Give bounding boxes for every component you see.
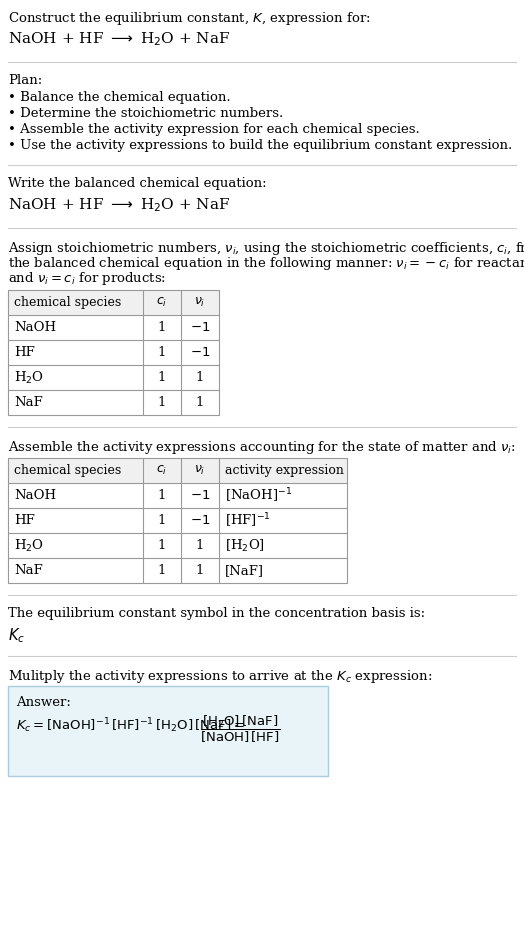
Text: $c_i$: $c_i$ <box>156 296 168 309</box>
Text: • Assemble the activity expression for each chemical species.: • Assemble the activity expression for e… <box>8 123 420 136</box>
Text: [H$_2$O]: [H$_2$O] <box>225 538 265 554</box>
Text: $\dfrac{\mathrm{[H_2O]\,[NaF]}}{\mathrm{[NaOH]\,[HF]}}$: $\dfrac{\mathrm{[H_2O]\,[NaF]}}{\mathrm{… <box>200 714 280 745</box>
Text: HF: HF <box>14 514 35 527</box>
Text: $-1$: $-1$ <box>190 489 210 502</box>
Text: chemical species: chemical species <box>14 296 121 309</box>
Text: 1: 1 <box>196 371 204 384</box>
Text: activity expression: activity expression <box>225 464 344 477</box>
Bar <box>8 458 347 483</box>
Text: $\nu_i$: $\nu_i$ <box>194 464 206 477</box>
Text: $-1$: $-1$ <box>190 514 210 527</box>
Text: Assign stoichiometric numbers, $\nu_i$, using the stoichiometric coefficients, $: Assign stoichiometric numbers, $\nu_i$, … <box>8 240 524 257</box>
Text: Plan:: Plan: <box>8 74 42 87</box>
Text: 1: 1 <box>158 514 166 527</box>
Text: 1: 1 <box>158 371 166 384</box>
Bar <box>8 458 347 583</box>
Text: 1: 1 <box>196 539 204 552</box>
Text: NaOH + HF $\longrightarrow$ H$_2$O + NaF: NaOH + HF $\longrightarrow$ H$_2$O + NaF <box>8 30 230 48</box>
Bar <box>8 290 219 415</box>
Text: 1: 1 <box>158 396 166 409</box>
Text: • Balance the chemical equation.: • Balance the chemical equation. <box>8 91 231 104</box>
Text: Construct the equilibrium constant, $K$, expression for:: Construct the equilibrium constant, $K$,… <box>8 10 370 27</box>
Text: H$_2$O: H$_2$O <box>14 370 44 386</box>
Text: Assemble the activity expressions accounting for the state of matter and $\nu_i$: Assemble the activity expressions accoun… <box>8 439 516 456</box>
Text: 1: 1 <box>158 489 166 502</box>
Text: 1: 1 <box>158 346 166 359</box>
Text: Answer:: Answer: <box>16 696 71 709</box>
Text: HF: HF <box>14 346 35 359</box>
Text: Mulitply the activity expressions to arrive at the $K_c$ expression:: Mulitply the activity expressions to arr… <box>8 668 432 685</box>
Text: 1: 1 <box>158 564 166 577</box>
FancyBboxPatch shape <box>8 686 328 776</box>
Text: NaOH + HF $\longrightarrow$ H$_2$O + NaF: NaOH + HF $\longrightarrow$ H$_2$O + NaF <box>8 196 230 214</box>
Text: 1: 1 <box>158 321 166 334</box>
Text: the balanced chemical equation in the following manner: $\nu_i = -c_i$ for react: the balanced chemical equation in the fo… <box>8 255 524 272</box>
Bar <box>8 290 219 315</box>
Text: $\nu_i$: $\nu_i$ <box>194 296 206 309</box>
Text: $c_i$: $c_i$ <box>156 464 168 477</box>
Text: $K_c$: $K_c$ <box>8 626 25 645</box>
Text: [NaOH]$^{-1}$: [NaOH]$^{-1}$ <box>225 487 292 505</box>
Text: NaF: NaF <box>14 564 43 577</box>
Text: The equilibrium constant symbol in the concentration basis is:: The equilibrium constant symbol in the c… <box>8 607 425 620</box>
Text: $-1$: $-1$ <box>190 346 210 359</box>
Text: $-1$: $-1$ <box>190 321 210 334</box>
Text: and $\nu_i = c_i$ for products:: and $\nu_i = c_i$ for products: <box>8 270 166 287</box>
Text: NaOH: NaOH <box>14 489 56 502</box>
Text: Write the balanced chemical equation:: Write the balanced chemical equation: <box>8 177 267 190</box>
Text: [NaF]: [NaF] <box>225 564 264 577</box>
Text: 1: 1 <box>158 539 166 552</box>
Text: chemical species: chemical species <box>14 464 121 477</box>
Text: NaF: NaF <box>14 396 43 409</box>
Text: 1: 1 <box>196 396 204 409</box>
Text: [HF]$^{-1}$: [HF]$^{-1}$ <box>225 511 271 530</box>
Text: H$_2$O: H$_2$O <box>14 538 44 554</box>
Text: NaOH: NaOH <box>14 321 56 334</box>
Text: 1: 1 <box>196 564 204 577</box>
Text: • Determine the stoichiometric numbers.: • Determine the stoichiometric numbers. <box>8 107 283 120</box>
Text: • Use the activity expressions to build the equilibrium constant expression.: • Use the activity expressions to build … <box>8 139 512 152</box>
Text: $K_c = \mathrm{[NaOH]^{-1}\,[HF]^{-1}\,[H_2O]\,[NaF]} =$: $K_c = \mathrm{[NaOH]^{-1}\,[HF]^{-1}\,[… <box>16 716 245 735</box>
